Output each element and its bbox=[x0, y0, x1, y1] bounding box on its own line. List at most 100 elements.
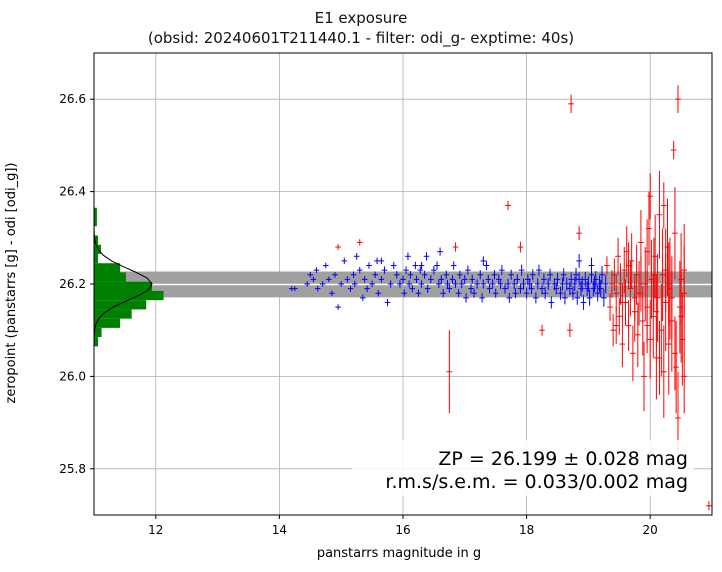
used-point bbox=[431, 265, 437, 275]
y-tick-label: 26.4 bbox=[59, 185, 86, 199]
used-point bbox=[369, 280, 375, 288]
used-point bbox=[517, 283, 524, 294]
rejected-point bbox=[647, 300, 653, 379]
used-point bbox=[570, 286, 576, 301]
used-point bbox=[437, 247, 443, 256]
y-tick-label: 26.2 bbox=[59, 277, 86, 291]
used-point bbox=[536, 264, 542, 276]
used-point bbox=[310, 276, 317, 283]
rejected-point bbox=[659, 228, 666, 321]
rejected-point bbox=[505, 200, 511, 211]
used-point bbox=[332, 271, 338, 278]
used-point bbox=[304, 281, 311, 287]
annotation-rms: r.m.s/s.e.m. = 0.033/0.002 mag bbox=[385, 471, 688, 493]
used-point bbox=[485, 274, 492, 284]
rejected-point bbox=[452, 242, 459, 252]
rejected-point bbox=[335, 244, 341, 250]
rejected-point bbox=[607, 293, 613, 321]
histogram-bar bbox=[94, 281, 152, 291]
used-point bbox=[353, 253, 360, 260]
used-point bbox=[438, 275, 445, 284]
used-point bbox=[360, 294, 366, 302]
used-point bbox=[582, 271, 589, 287]
rejected-point bbox=[576, 226, 582, 241]
rejected-point bbox=[644, 219, 650, 284]
used-point bbox=[462, 274, 468, 284]
rejected-point bbox=[638, 256, 644, 312]
rejected-point bbox=[672, 316, 678, 391]
used-point bbox=[545, 277, 552, 291]
rejected-point bbox=[654, 253, 661, 342]
used-point bbox=[528, 283, 535, 295]
used-point bbox=[335, 304, 341, 310]
used-point bbox=[585, 276, 592, 292]
used-point bbox=[341, 257, 348, 265]
rejected-point bbox=[621, 247, 628, 294]
used-point bbox=[477, 270, 484, 280]
rejected-point bbox=[673, 320, 679, 414]
histogram-bar bbox=[94, 318, 121, 328]
rejected-point bbox=[672, 186, 678, 280]
used-point bbox=[514, 274, 521, 285]
used-point bbox=[599, 265, 605, 284]
used-point bbox=[547, 268, 553, 281]
used-point bbox=[463, 293, 469, 303]
used-point bbox=[418, 261, 425, 270]
used-point bbox=[449, 275, 456, 284]
used-point bbox=[397, 280, 403, 288]
used-point bbox=[446, 284, 453, 293]
x-tick-label: 18 bbox=[519, 523, 534, 537]
rejected-point bbox=[669, 256, 675, 340]
rejected-point bbox=[625, 242, 632, 289]
annotation-box bbox=[352, 440, 694, 496]
used-point bbox=[576, 272, 582, 287]
used-point bbox=[443, 270, 450, 279]
used-point bbox=[554, 272, 561, 286]
gaussian-fit bbox=[94, 53, 153, 515]
used-point bbox=[421, 270, 428, 279]
used-point bbox=[313, 267, 320, 273]
rejected-point bbox=[356, 239, 363, 246]
used-point bbox=[512, 288, 519, 299]
plot-area bbox=[94, 53, 712, 515]
rejected-point bbox=[665, 242, 672, 326]
rejected-point bbox=[678, 270, 684, 363]
used-point bbox=[502, 283, 508, 294]
rejected-point bbox=[641, 341, 647, 412]
y-tick-label: 26.0 bbox=[59, 369, 86, 383]
used-point bbox=[576, 253, 582, 268]
used-point bbox=[480, 279, 487, 289]
used-point bbox=[400, 275, 406, 284]
used-point bbox=[568, 272, 574, 287]
used-point bbox=[361, 276, 368, 283]
used-point bbox=[574, 290, 581, 305]
rejected-point bbox=[662, 228, 669, 312]
used-point bbox=[329, 290, 335, 297]
used-point bbox=[390, 261, 397, 270]
used-point bbox=[533, 292, 539, 304]
used-point bbox=[465, 265, 471, 275]
y-tick-label: 25.8 bbox=[59, 462, 86, 476]
used-point bbox=[594, 284, 601, 302]
histogram-bar bbox=[94, 337, 99, 347]
chart-title: E1 exposure bbox=[314, 9, 408, 27]
used-point bbox=[474, 279, 480, 289]
used-points bbox=[288, 247, 609, 310]
used-point bbox=[539, 282, 545, 295]
rejected-point bbox=[660, 325, 667, 418]
x-axis-label-text: panstarrs magnitude in g bbox=[316, 546, 482, 561]
used-point bbox=[567, 282, 573, 296]
used-point bbox=[579, 276, 586, 292]
used-point bbox=[580, 295, 587, 310]
used-point bbox=[452, 279, 459, 289]
used-point bbox=[479, 293, 485, 303]
used-point bbox=[497, 278, 504, 290]
rejected-point bbox=[625, 300, 632, 351]
rejected-point bbox=[446, 330, 453, 414]
rejected-point bbox=[653, 274, 660, 349]
used-point bbox=[563, 277, 570, 291]
used-point bbox=[450, 261, 457, 270]
used-point bbox=[480, 256, 487, 266]
